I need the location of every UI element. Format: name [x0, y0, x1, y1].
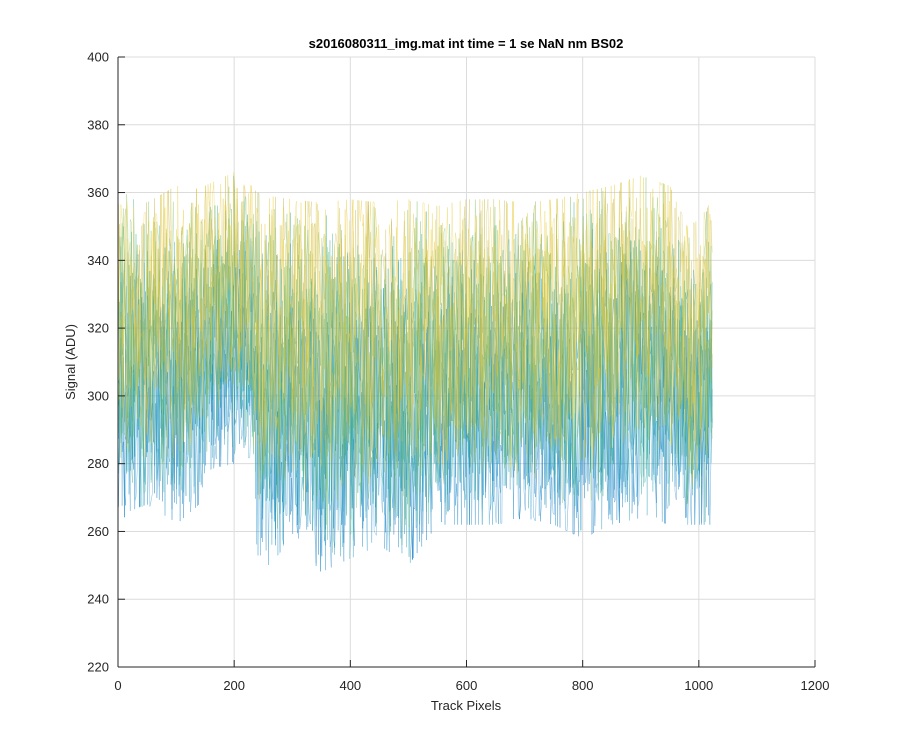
y-tick-label: 300 — [87, 388, 109, 403]
y-tick-label: 400 — [87, 50, 109, 65]
y-tick-label: 240 — [87, 592, 109, 607]
y-tick-label: 340 — [87, 253, 109, 268]
x-tick-label: 600 — [456, 678, 478, 693]
y-tick-label: 220 — [87, 660, 109, 675]
y-tick-label: 360 — [87, 185, 109, 200]
y-tick-label: 280 — [87, 456, 109, 471]
y-tick-label: 260 — [87, 524, 109, 539]
y-axis-label: Signal (ADU) — [63, 324, 78, 400]
x-tick-label: 800 — [572, 678, 594, 693]
y-tick-label: 320 — [87, 321, 109, 336]
x-tick-label: 1000 — [684, 678, 713, 693]
x-axis-label: Track Pixels — [431, 698, 502, 713]
data-trace — [118, 175, 713, 542]
chart-title: s2016080311_img.mat int time = 1 se NaN … — [309, 36, 624, 51]
x-tick-label: 0 — [114, 678, 121, 693]
x-tick-label: 1200 — [801, 678, 830, 693]
ticks: 0 200 400 600 800 1000 1200 220 240 260 280 300 320 3… — [87, 50, 829, 694]
data-traces — [118, 172, 713, 572]
data-trace — [118, 176, 713, 478]
y-tick-label: 380 — [87, 117, 109, 132]
x-tick-label: 400 — [339, 678, 361, 693]
data-trace — [118, 172, 713, 457]
x-tick-label: 200 — [223, 678, 245, 693]
